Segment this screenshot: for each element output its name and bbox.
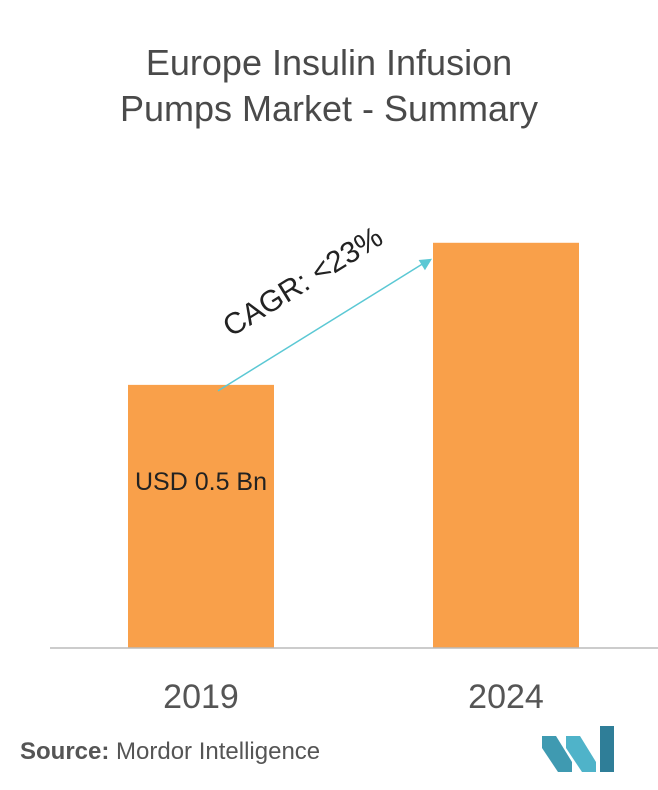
data-label-2019: USD 0.5 Bn (135, 468, 267, 496)
logo-shape-right (600, 726, 614, 772)
chart-title: Europe Insulin Infusion Pumps Market - S… (0, 40, 658, 132)
logo-shape-mid (566, 736, 596, 772)
cagr-annotation: CAGR: <23% (217, 220, 388, 343)
cagr-arrow-line (217, 261, 427, 392)
x-tick-label-2024: 2024 (468, 678, 544, 716)
x-tick-label-2019: 2019 (163, 678, 239, 716)
chart-title-line-1: Europe Insulin Infusion (145, 42, 513, 83)
logo-shape-left (542, 736, 572, 772)
source-note: Source: Mordor Intelligence (20, 738, 320, 766)
mordor-intelligence-logo (542, 726, 614, 772)
chart-title-line-2: Pumps Market - Summary (119, 88, 539, 129)
source-label: Source: (20, 738, 110, 765)
bar-2019 (128, 384, 274, 648)
bar-2024 (433, 242, 579, 648)
cagr-arrow-head (418, 258, 432, 271)
source-text: Mordor Intelligence (109, 738, 321, 765)
